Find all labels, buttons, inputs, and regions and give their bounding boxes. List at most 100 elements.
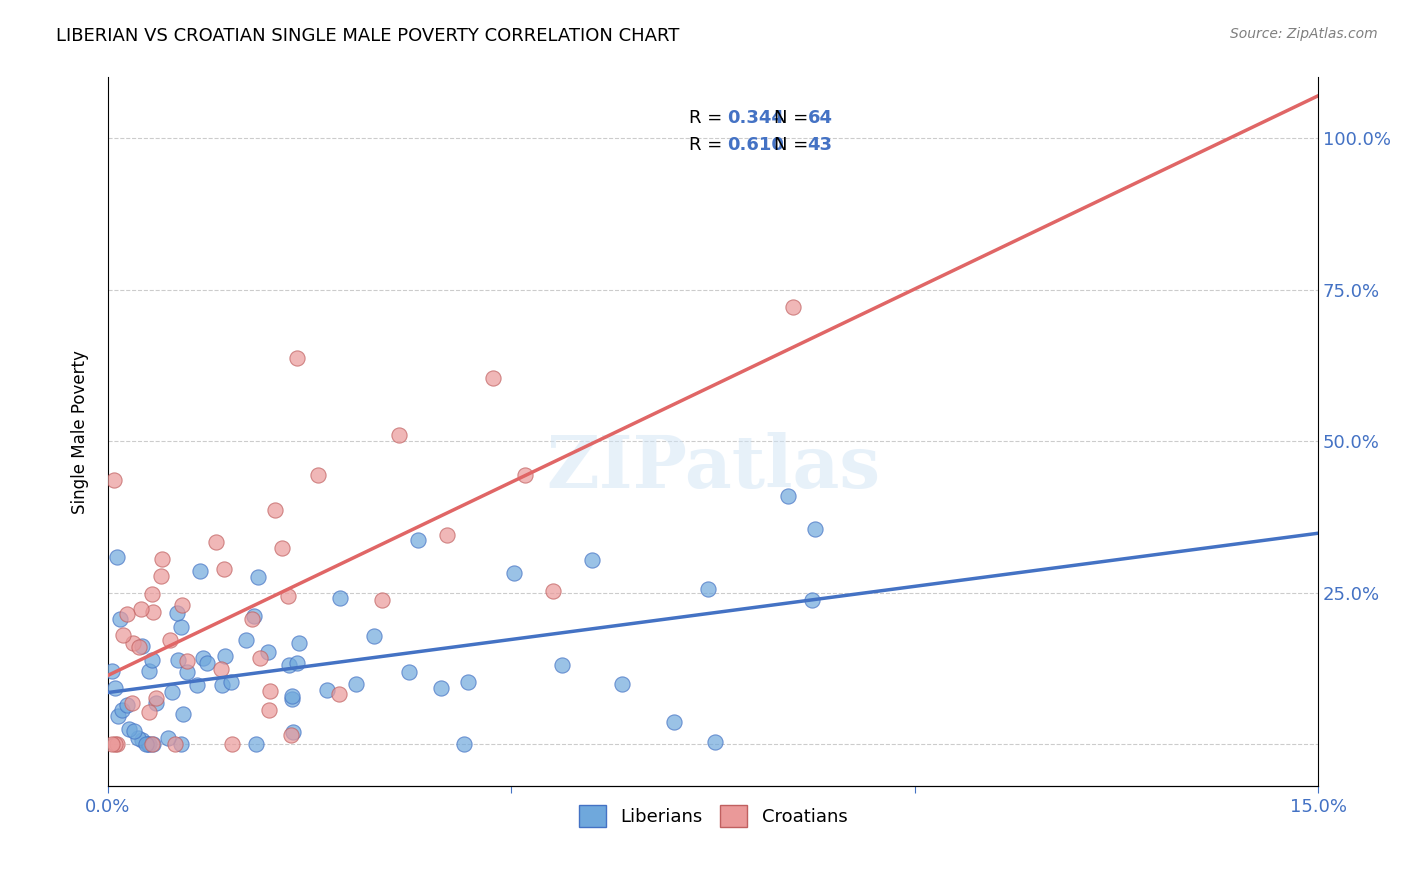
Text: ZIPatlas: ZIPatlas bbox=[546, 432, 880, 503]
Point bbox=[159, 632, 181, 647]
Point bbox=[176, 665, 198, 680]
Point bbox=[141, 737, 163, 751]
Point bbox=[288, 636, 311, 650]
Point bbox=[157, 731, 180, 746]
Point bbox=[103, 473, 125, 487]
Text: 43: 43 bbox=[807, 136, 832, 153]
Point bbox=[172, 706, 194, 721]
Point bbox=[283, 724, 305, 739]
Point bbox=[219, 674, 242, 689]
Point bbox=[105, 737, 128, 751]
Point bbox=[704, 735, 727, 749]
Point bbox=[108, 612, 131, 626]
Point bbox=[150, 552, 173, 566]
Text: 0.344: 0.344 bbox=[727, 110, 785, 128]
Point bbox=[259, 702, 281, 716]
Point bbox=[115, 698, 138, 712]
Point bbox=[128, 640, 150, 655]
Point bbox=[662, 714, 685, 729]
Point bbox=[430, 681, 453, 696]
Point bbox=[186, 678, 208, 692]
Point bbox=[388, 427, 411, 442]
Point bbox=[280, 728, 302, 742]
Point bbox=[104, 681, 127, 695]
Point bbox=[212, 562, 235, 576]
Legend: Liberians, Croatians: Liberians, Croatians bbox=[571, 797, 855, 834]
Text: N =: N = bbox=[773, 136, 814, 153]
Point bbox=[195, 657, 218, 671]
Point bbox=[112, 628, 135, 642]
Point bbox=[121, 697, 143, 711]
Point bbox=[138, 664, 160, 678]
Point bbox=[142, 737, 165, 751]
Point bbox=[328, 687, 350, 701]
Point bbox=[209, 662, 232, 676]
Point bbox=[160, 685, 183, 699]
Point bbox=[515, 467, 537, 482]
Point bbox=[104, 737, 127, 751]
Point bbox=[329, 591, 352, 605]
Point bbox=[256, 645, 278, 659]
Point bbox=[242, 609, 264, 624]
Point bbox=[285, 657, 308, 671]
Point bbox=[782, 301, 804, 315]
Text: R =: R = bbox=[689, 110, 728, 128]
Point bbox=[581, 552, 603, 566]
Point bbox=[138, 705, 160, 719]
Point bbox=[176, 654, 198, 668]
Point bbox=[307, 467, 329, 482]
Point bbox=[149, 569, 172, 583]
Point bbox=[138, 737, 160, 751]
Point bbox=[101, 737, 124, 751]
Point bbox=[612, 677, 634, 691]
Point bbox=[551, 657, 574, 672]
Point bbox=[135, 737, 157, 751]
Point bbox=[264, 502, 287, 516]
Point bbox=[145, 690, 167, 705]
Point bbox=[287, 351, 309, 366]
Text: N =: N = bbox=[773, 110, 814, 128]
Text: 64: 64 bbox=[807, 110, 832, 128]
Point bbox=[235, 632, 257, 647]
Text: 0.610: 0.610 bbox=[727, 136, 785, 153]
Point bbox=[107, 709, 129, 723]
Point bbox=[502, 566, 524, 580]
Point bbox=[141, 653, 163, 667]
Point bbox=[191, 650, 214, 665]
Point bbox=[118, 723, 141, 737]
Point bbox=[117, 607, 139, 621]
Point bbox=[696, 582, 718, 596]
Point bbox=[166, 653, 188, 667]
Point bbox=[316, 682, 339, 697]
Point bbox=[221, 737, 243, 751]
Point bbox=[214, 648, 236, 663]
Point bbox=[259, 683, 281, 698]
Point bbox=[344, 677, 367, 691]
Point bbox=[436, 528, 458, 542]
Point bbox=[801, 593, 824, 607]
Point bbox=[457, 674, 479, 689]
Point bbox=[142, 605, 165, 619]
Point bbox=[371, 593, 394, 607]
Point bbox=[245, 737, 267, 751]
Text: Source: ZipAtlas.com: Source: ZipAtlas.com bbox=[1230, 27, 1378, 41]
Point bbox=[482, 371, 505, 385]
Point bbox=[277, 590, 299, 604]
Point bbox=[165, 737, 187, 751]
Point bbox=[170, 599, 193, 613]
Point bbox=[453, 737, 475, 751]
Point bbox=[240, 612, 263, 626]
Point bbox=[122, 636, 145, 650]
Point bbox=[105, 550, 128, 565]
Point bbox=[141, 587, 163, 601]
Point bbox=[138, 737, 160, 751]
Point bbox=[170, 619, 193, 633]
Point bbox=[398, 665, 420, 679]
Text: R =: R = bbox=[689, 136, 728, 153]
Point bbox=[205, 535, 228, 549]
Point bbox=[776, 489, 799, 503]
Point bbox=[166, 606, 188, 620]
Point bbox=[110, 703, 132, 717]
Point bbox=[170, 737, 193, 751]
Point bbox=[278, 657, 301, 672]
